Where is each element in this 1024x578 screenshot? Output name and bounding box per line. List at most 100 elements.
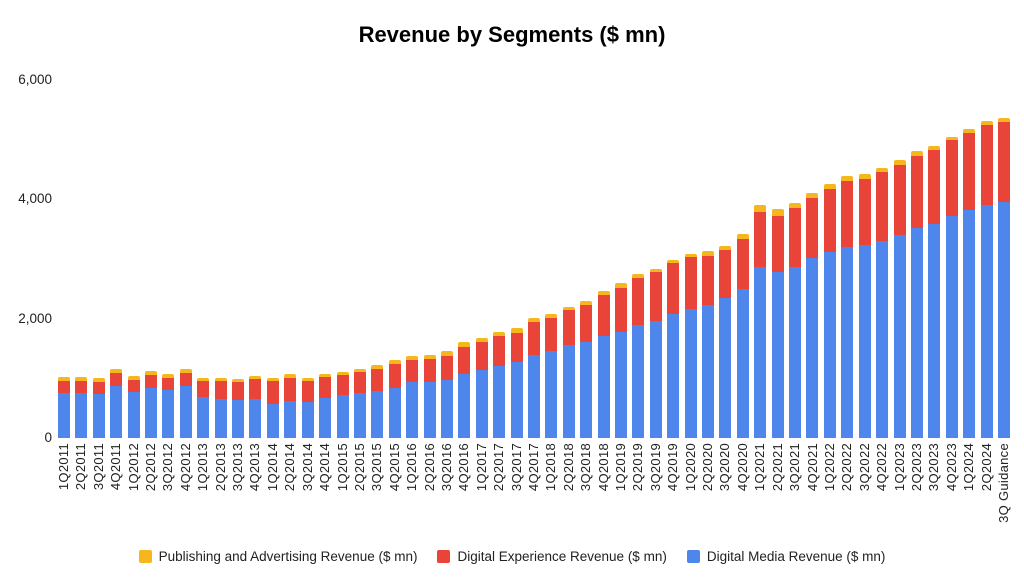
x-tick-label: 3Q2016: [438, 443, 454, 492]
bar-segment-digital-media: [997, 201, 1010, 438]
bar-3q-guidance: [997, 117, 1010, 438]
bar-segment-digital-experience: [527, 322, 540, 356]
bar-segment-digital-experience: [75, 381, 88, 394]
x-tick-label: 2Q2012: [143, 443, 159, 492]
bar-segment-digital-media: [440, 379, 453, 438]
bar-2q2021: [771, 209, 784, 438]
y-tick-label: 6,000: [18, 72, 52, 87]
legend-label: Publishing and Advertising Revenue ($ mn…: [158, 549, 418, 564]
bar-segment-publishing-advertising: [649, 268, 662, 272]
bar-segment-publishing-advertising: [789, 203, 802, 208]
bar-segment-digital-media: [319, 398, 332, 438]
bar-segment-publishing-advertising: [197, 377, 210, 382]
bar-segment-publishing-advertising: [580, 301, 593, 306]
bar-1q2020: [684, 253, 697, 438]
x-tick-label: 2Q2013: [212, 443, 228, 492]
bar-4q2015: [388, 360, 401, 438]
bar-3q2011: [92, 377, 105, 438]
bar-segment-publishing-advertising: [632, 274, 645, 279]
x-tick-label: 2Q2016: [421, 443, 437, 492]
bar-segment-digital-experience: [963, 132, 976, 211]
bar-segment-digital-experience: [945, 139, 958, 216]
bar-segment-digital-experience: [649, 271, 662, 321]
bar-segment-publishing-advertising: [667, 259, 680, 263]
x-tick-label: 2Q2011: [73, 443, 89, 491]
x-tick-label: 3Q2023: [926, 443, 942, 492]
bar-segment-digital-experience: [58, 380, 70, 393]
bar-segment-publishing-advertising: [719, 245, 732, 251]
bar-segment-publishing-advertising: [980, 121, 993, 126]
bar-4q2022: [876, 168, 889, 438]
bar-segment-digital-experience: [284, 377, 297, 401]
bar-segment-digital-experience: [876, 172, 889, 241]
bar-segment-digital-experience: [893, 164, 906, 235]
bar-segment-publishing-advertising: [388, 360, 401, 365]
bar-segment-digital-media: [580, 341, 593, 438]
bar-segment-publishing-advertising: [771, 209, 784, 216]
bar-segment-publishing-advertising: [440, 350, 453, 356]
bar-2q2016: [423, 354, 436, 438]
bar-segment-digital-experience: [858, 178, 871, 246]
bar-segment-digital-experience: [110, 373, 123, 387]
bar-4q2020: [736, 233, 749, 438]
bar-3q2014: [301, 378, 314, 438]
bar-segment-digital-experience: [719, 250, 732, 299]
bar-segment-publishing-advertising: [806, 192, 819, 199]
bar-segment-digital-media: [632, 325, 645, 438]
publishing-advertising-swatch-icon: [138, 550, 152, 563]
bar-2q2024: [980, 121, 993, 438]
bar-segment-publishing-advertising: [145, 370, 158, 376]
y-tick-label: 2,000: [18, 310, 52, 326]
x-tick-label: 1Q2018: [543, 443, 559, 492]
y-tick-label: 4,000: [18, 191, 52, 207]
bar-segment-digital-media: [876, 240, 889, 438]
bar-segment-digital-media: [928, 223, 941, 438]
bar-segment-digital-media: [510, 362, 523, 438]
bar-segment-digital-experience: [597, 294, 610, 336]
chart-title: Revenue by Segments ($ mn): [358, 22, 666, 47]
bar-segment-digital-experience: [92, 381, 105, 394]
x-tick-label: 4Q2023: [943, 443, 959, 492]
x-tick-label: 4Q2011: [108, 443, 124, 491]
bar-segment-publishing-advertising: [336, 371, 349, 376]
bar-segment-digital-experience: [997, 121, 1010, 202]
bar-segment-digital-media: [702, 305, 715, 438]
bar-segment-publishing-advertising: [910, 150, 923, 156]
bar-2q2013: [214, 377, 227, 438]
bar-2q2022: [841, 176, 854, 438]
x-tick-label: 4Q2020: [734, 443, 750, 492]
bar-2q2017: [493, 332, 506, 438]
bar-2q2020: [702, 251, 715, 438]
x-tick-label: 4Q2022: [874, 443, 890, 492]
x-tick-label: 2Q2015: [351, 443, 367, 492]
x-tick-label: 2Q2020: [700, 443, 716, 492]
x-tick-label: 3Q Guidance: [996, 443, 1011, 523]
bar-segment-publishing-advertising: [684, 253, 697, 258]
bar-segment-publishing-advertising: [893, 160, 906, 165]
bar-segment-publishing-advertising: [214, 377, 227, 382]
x-tick-label: 4Q2019: [665, 443, 681, 492]
bar-segment-digital-experience: [667, 262, 680, 315]
bar-segment-publishing-advertising: [493, 332, 506, 337]
bar-segment-digital-experience: [371, 368, 384, 391]
bar-segment-digital-media: [893, 234, 906, 438]
x-tick-label: 3Q2022: [856, 443, 872, 492]
y-tick-label: 0: [44, 430, 52, 445]
x-tick-label: 2Q2021: [769, 443, 785, 492]
x-tick-label: 3Q2013: [230, 443, 246, 492]
x-tick-label: 1Q2013: [195, 443, 211, 492]
bar-segment-digital-experience: [127, 379, 140, 393]
bar-3q2018: [580, 301, 593, 438]
bar-segment-publishing-advertising: [232, 378, 245, 382]
bar-4q2011: [110, 369, 123, 438]
bar-3q2023: [928, 146, 941, 438]
bar-segment-digital-experience: [789, 208, 802, 267]
bar-segment-publishing-advertising: [562, 307, 575, 311]
bar-segment-digital-experience: [545, 317, 558, 351]
bar-2q2011: [75, 376, 88, 438]
x-tick-label: 3Q2018: [578, 443, 594, 492]
bar-3q2019: [649, 268, 662, 438]
x-tick-label: 1Q2020: [682, 443, 698, 492]
bar-4q2023: [945, 136, 958, 438]
bar-segment-digital-media: [789, 266, 802, 438]
